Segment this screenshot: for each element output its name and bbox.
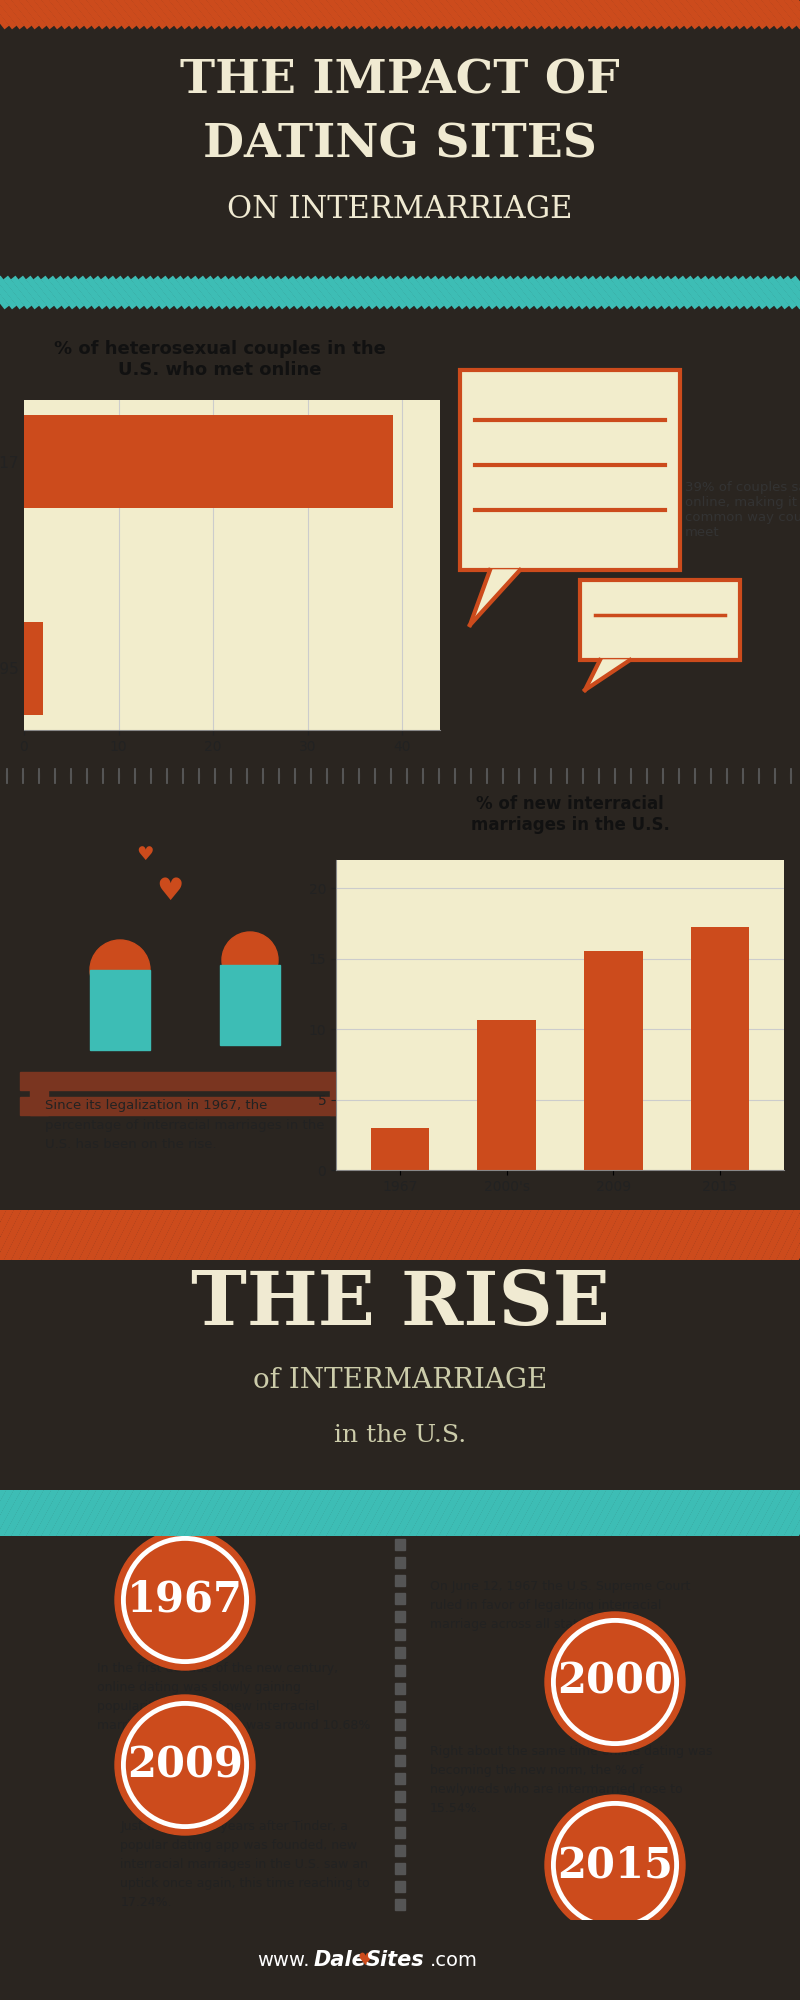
Bar — [395, 1628, 405, 1640]
Text: Dale: Dale — [314, 1950, 366, 1970]
Text: 2015: 2015 — [557, 1844, 673, 1886]
Bar — [24, 416, 393, 508]
Bar — [370, 1128, 430, 1170]
FancyBboxPatch shape — [580, 580, 740, 660]
Text: Since its legalization in 1967, the
percentage of interracial marriages in the
U: Since its legalization in 1967, the perc… — [46, 1098, 325, 1152]
Bar — [30, 1076, 48, 1116]
Polygon shape — [470, 570, 520, 624]
Text: 2009: 2009 — [127, 1744, 243, 1786]
Text: 1967: 1967 — [127, 1580, 243, 1620]
Bar — [330, 1076, 348, 1116]
Circle shape — [545, 1612, 685, 1752]
Bar — [395, 1828, 405, 1838]
FancyBboxPatch shape — [460, 370, 680, 570]
Bar — [395, 1648, 405, 1658]
Circle shape — [115, 1530, 255, 1670]
Text: THE RISE: THE RISE — [190, 1268, 610, 1342]
Text: ♥: ♥ — [136, 844, 154, 864]
Bar — [395, 1808, 405, 1820]
Bar — [584, 952, 642, 1170]
Text: ♥: ♥ — [358, 1952, 373, 1968]
Bar — [395, 1592, 405, 1604]
Text: of INTERMARRIAGE: of INTERMARRIAGE — [253, 1366, 547, 1394]
Bar — [395, 1576, 405, 1586]
Bar — [395, 1864, 405, 1874]
Text: % of new interracial
marriages in the U.S.: % of new interracial marriages in the U.… — [470, 794, 670, 834]
Text: ON INTERMARRIAGE: ON INTERMARRIAGE — [227, 194, 573, 226]
Text: Right about the same time online dating was
becoming the new norm, the % of
newl: Right about the same time online dating … — [430, 1744, 713, 1816]
Text: 39% of couples say they first met
online, making it the most
common way couples : 39% of couples say they first met online… — [685, 480, 800, 538]
Bar — [395, 1700, 405, 1712]
Text: THE IMPACT OF: THE IMPACT OF — [180, 56, 620, 102]
Bar — [395, 1556, 405, 1568]
Text: www.: www. — [258, 1950, 310, 1970]
Bar — [20, 1096, 360, 1116]
Bar — [395, 1772, 405, 1784]
Bar — [478, 1020, 536, 1170]
Bar — [90, 970, 150, 1050]
Text: Just a couple of years after Tinder, a
popular dating app was founded, new
inter: Just a couple of years after Tinder, a p… — [120, 1820, 370, 1908]
Circle shape — [545, 1796, 685, 1936]
Bar — [395, 1792, 405, 1802]
Bar — [395, 1684, 405, 1694]
Text: ♥: ♥ — [156, 876, 184, 906]
Bar — [220, 966, 280, 1044]
Polygon shape — [585, 660, 630, 690]
Bar — [395, 1718, 405, 1730]
Bar — [395, 1880, 405, 1892]
Bar — [24, 622, 43, 716]
Text: DATING SITES: DATING SITES — [203, 122, 597, 168]
Bar — [395, 1756, 405, 1766]
Bar — [395, 1736, 405, 1748]
Circle shape — [90, 940, 150, 1000]
Bar — [395, 1540, 405, 1550]
Text: % of heterosexual couples in the
U.S. who met online: % of heterosexual couples in the U.S. wh… — [54, 340, 386, 378]
Text: .com: .com — [430, 1950, 478, 1970]
Text: On June 12, 1967 the U.S. Supreme Court
ruled in favor of legalizing interracial: On June 12, 1967 the U.S. Supreme Court … — [430, 1580, 690, 1632]
Text: 2000: 2000 — [557, 1660, 673, 1704]
Bar — [395, 1844, 405, 1856]
Text: in the U.S.: in the U.S. — [334, 1424, 466, 1446]
Bar — [20, 1072, 360, 1090]
Bar — [395, 1612, 405, 1622]
Bar — [690, 928, 750, 1170]
Bar — [395, 1664, 405, 1676]
Text: In the first decade of the new century,
online dating was slowly gaining
popular: In the first decade of the new century, … — [97, 1662, 370, 1732]
Text: Sites: Sites — [366, 1950, 424, 1970]
Circle shape — [222, 932, 278, 988]
Circle shape — [115, 1696, 255, 1836]
Bar — [395, 1900, 405, 1910]
